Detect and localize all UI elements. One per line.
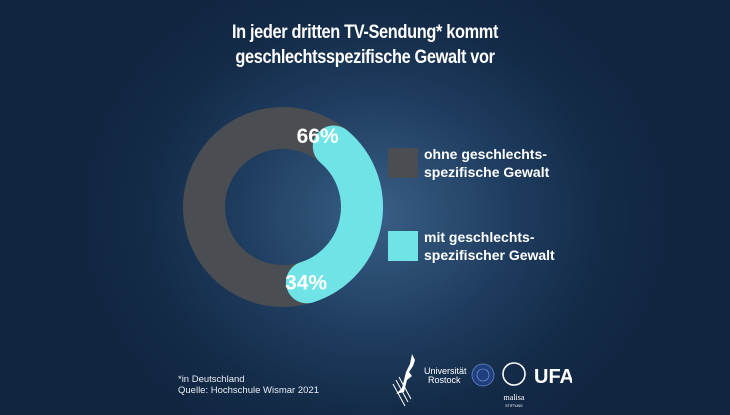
chart-title: In jeder dritten TV-Sendung* kommt gesch… xyxy=(51,20,679,70)
value-label-34: 34% xyxy=(285,272,327,295)
logo-malisa-text: malisa xyxy=(504,393,525,402)
footnote: *in Deutschland Quelle: Hochschule Wisma… xyxy=(178,374,319,396)
legend-label-mit-gewalt: mit geschlechts- spezifischer Gewalt xyxy=(424,229,555,263)
value-label-66: 66% xyxy=(297,125,339,148)
legend-item-mit-gewalt: mit geschlechts- spezifischer Gewalt xyxy=(388,228,555,264)
legend-swatch-mit-gewalt xyxy=(388,231,418,261)
malisa-stiftung-logo: malisa STIFTUNG xyxy=(502,362,526,408)
slice-mit-gewalt xyxy=(285,125,383,304)
chart-title-line-1: In jeder dritten TV-Sendung* kommt xyxy=(231,22,499,43)
ufa-logo: UFA xyxy=(534,366,572,388)
universitaet-rostock-logo: Universität Rostock xyxy=(424,363,495,387)
hochschule-wismar-logo xyxy=(392,354,415,407)
logo-universitaet-text: Universität xyxy=(424,366,467,376)
chart-title-line-2: geschlechtsspezifische Gewalt vor xyxy=(235,47,495,68)
legend-swatch-ohne-gewalt xyxy=(388,148,418,178)
partner-logos: Universität Rostock malisa STIFTUNG UFA xyxy=(392,354,572,408)
slice-ohne-gewalt xyxy=(182,106,348,307)
logo-stiftung-text: STIFTUNG xyxy=(505,404,523,408)
footnote-source: Quelle: Hochschule Wismar 2021 xyxy=(178,385,319,396)
legend-label-ohne-gewalt: ohne geschlechts- spezifische Gewalt xyxy=(424,146,550,180)
footnote-region: *in Deutschland xyxy=(178,374,245,385)
logo-rostock-text: Rostock xyxy=(428,375,461,385)
legend-item-ohne-gewalt: ohne geschlechts- spezifische Gewalt xyxy=(388,145,549,181)
